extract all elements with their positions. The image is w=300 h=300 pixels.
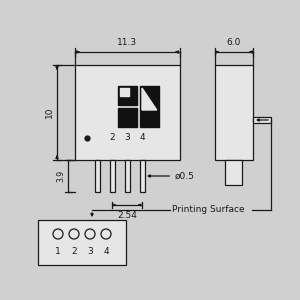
Bar [110,160,115,192]
Text: ø0.5: ø0.5 [148,172,195,181]
Bar [95,160,100,192]
Text: 4: 4 [139,134,145,142]
Bar [120,88,129,96]
Text: 3.9: 3.9 [56,170,65,182]
Text: 11.3: 11.3 [117,38,138,47]
Bar [38,220,126,265]
Bar [225,160,242,185]
Text: 2: 2 [71,248,77,256]
Text: 2: 2 [109,134,115,142]
Bar [75,65,180,160]
Bar [253,117,271,123]
Text: 3: 3 [124,134,130,142]
Bar [118,108,137,127]
Bar [118,86,137,105]
Bar [125,160,130,192]
Text: 2.54: 2.54 [117,211,137,220]
Bar [140,86,159,127]
Text: 1: 1 [55,248,61,256]
Polygon shape [142,88,157,110]
Text: Printing Surface: Printing Surface [172,206,244,214]
Text: 6.0: 6.0 [227,38,241,47]
Text: 3: 3 [87,248,93,256]
Text: 4: 4 [103,248,109,256]
Bar [140,160,145,192]
Text: 10: 10 [44,107,53,118]
Bar [215,65,253,160]
